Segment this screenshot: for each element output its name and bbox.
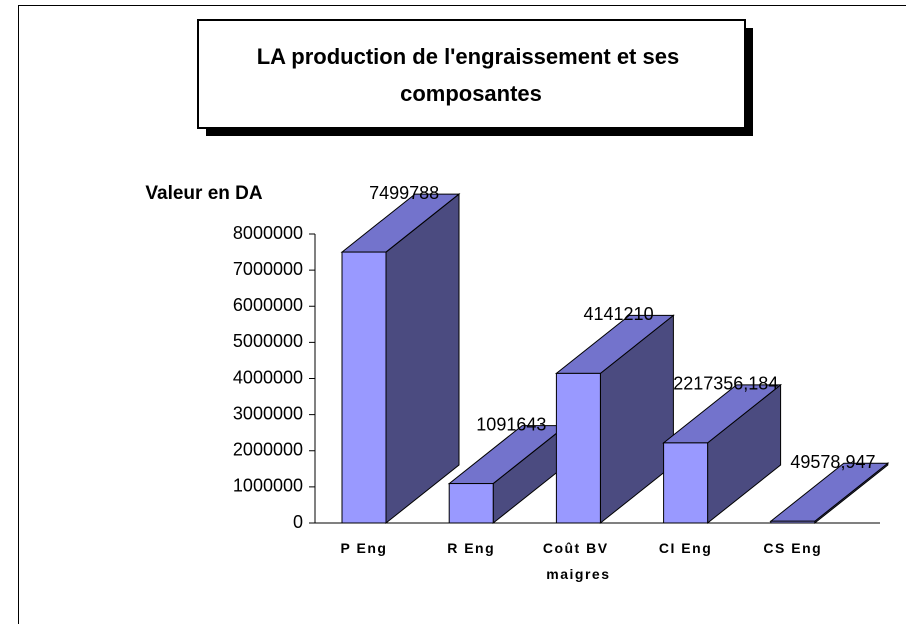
- y-tick-label: 3000000: [233, 403, 303, 423]
- bar: [662, 383, 783, 525]
- x-tick-label: Coût BV maigres: [543, 540, 614, 582]
- x-tick-label: CS Eng: [763, 540, 822, 556]
- bar-front: [663, 442, 709, 524]
- chart-title: LA production de l'engraissement et ses …: [257, 44, 686, 106]
- bar-front: [341, 251, 387, 524]
- y-tick-label: 6000000: [233, 295, 303, 315]
- y-tick-label: 4000000: [233, 367, 303, 387]
- y-tick-label: 1000000: [233, 476, 303, 496]
- value-label: 49578,947: [790, 452, 875, 472]
- y-axis-label: Valeur en DA: [145, 183, 262, 204]
- y-tick-label: 5000000: [233, 331, 303, 351]
- value-label: 4141210: [584, 304, 654, 324]
- bar-front: [770, 520, 816, 524]
- value-label: 1091643: [476, 414, 546, 434]
- bar: [340, 193, 461, 525]
- x-tick-label: P Eng: [341, 540, 388, 556]
- title-box: [197, 19, 746, 129]
- bar-front: [555, 372, 601, 524]
- bar: [447, 424, 568, 525]
- value-label: 2217356,184: [673, 374, 778, 394]
- y-tick-label: 8000000: [233, 223, 303, 243]
- bar: [769, 462, 890, 525]
- value-label: 7499788: [369, 183, 439, 203]
- y-tick-label: 7000000: [233, 259, 303, 279]
- x-tick-label: CI Eng: [659, 540, 712, 556]
- x-tick-label: R Eng: [447, 540, 495, 556]
- y-tick-label: 2000000: [233, 440, 303, 460]
- y-tick-label: 0: [293, 512, 303, 532]
- bar-front: [448, 483, 494, 524]
